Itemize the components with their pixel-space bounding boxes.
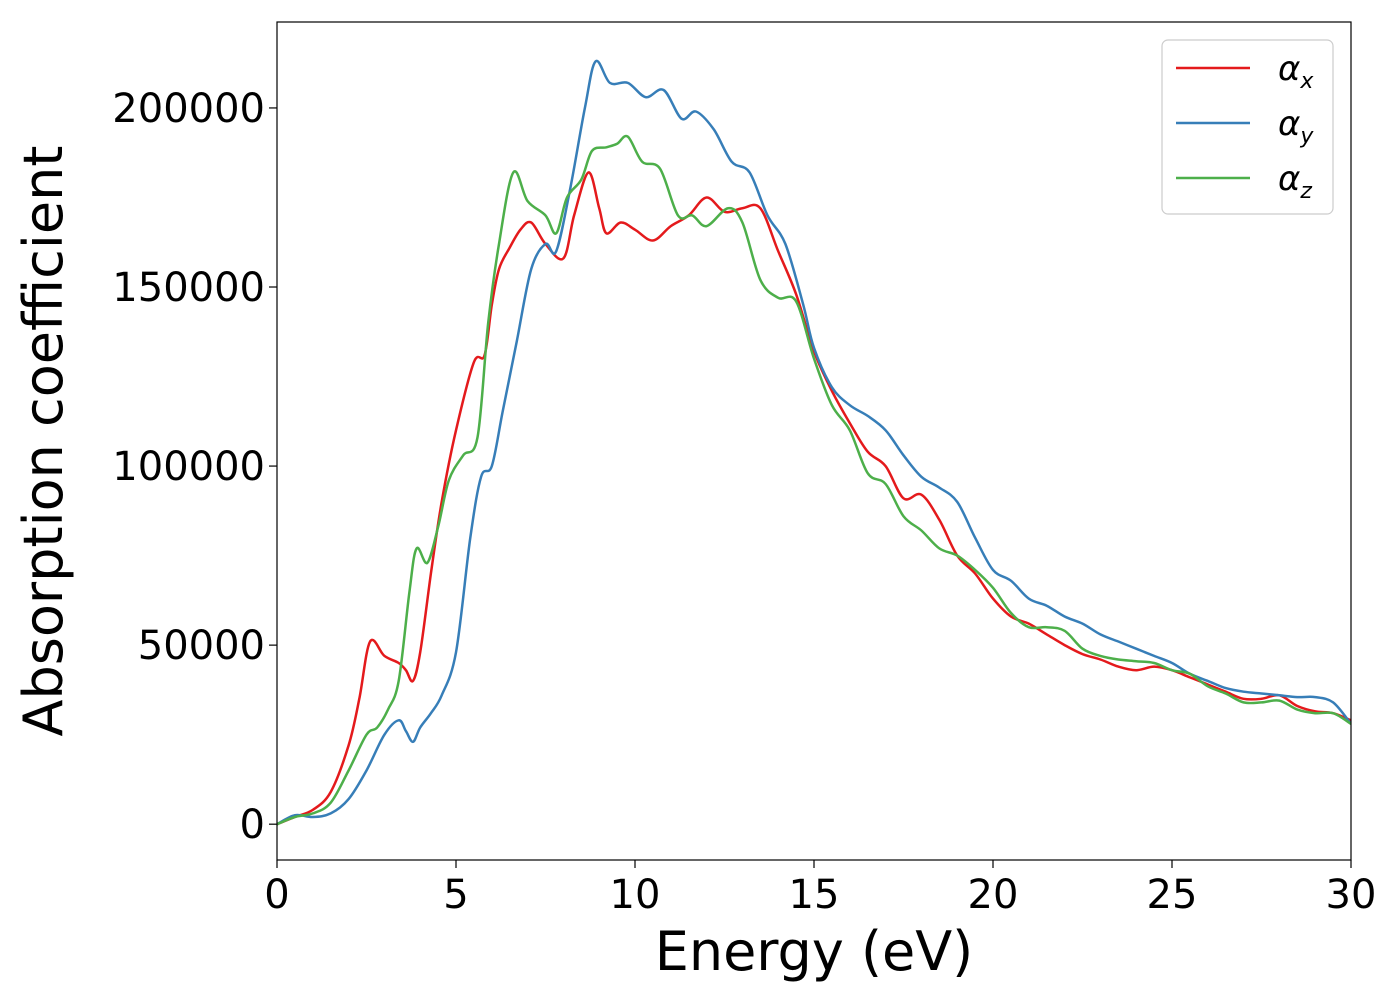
- y-tick-label: 100000: [112, 444, 265, 490]
- y-tick-label: 200000: [112, 86, 265, 132]
- y-tick-label: 150000: [112, 265, 265, 311]
- y-tick-label: 0: [240, 802, 265, 848]
- x-tick-label: 25: [1147, 872, 1198, 918]
- x-axis-title: Energy (eV): [655, 920, 974, 983]
- x-tick-label: 20: [968, 872, 1019, 918]
- legend-label-x: αx: [1278, 49, 1314, 94]
- y-axis-title: Absorption coefficient: [12, 146, 75, 737]
- series-line-y: [277, 59, 1351, 826]
- y-tick-label: 50000: [138, 623, 265, 669]
- y-axis: 0 50000 100000 150000 200000: [112, 86, 277, 848]
- x-tick-label: 0: [264, 872, 289, 918]
- x-axis: 0 5 10 15 20 25 30: [264, 860, 1376, 918]
- x-tick-label: 5: [443, 872, 468, 918]
- series-line-z: [277, 134, 1351, 826]
- legend-box: [1161, 39, 1334, 215]
- series-line-x: [277, 171, 1351, 826]
- plot-lines: [277, 59, 1351, 826]
- x-tick-label: 15: [789, 872, 840, 918]
- x-tick-label: 30: [1326, 872, 1377, 918]
- x-tick-label: 10: [610, 872, 661, 918]
